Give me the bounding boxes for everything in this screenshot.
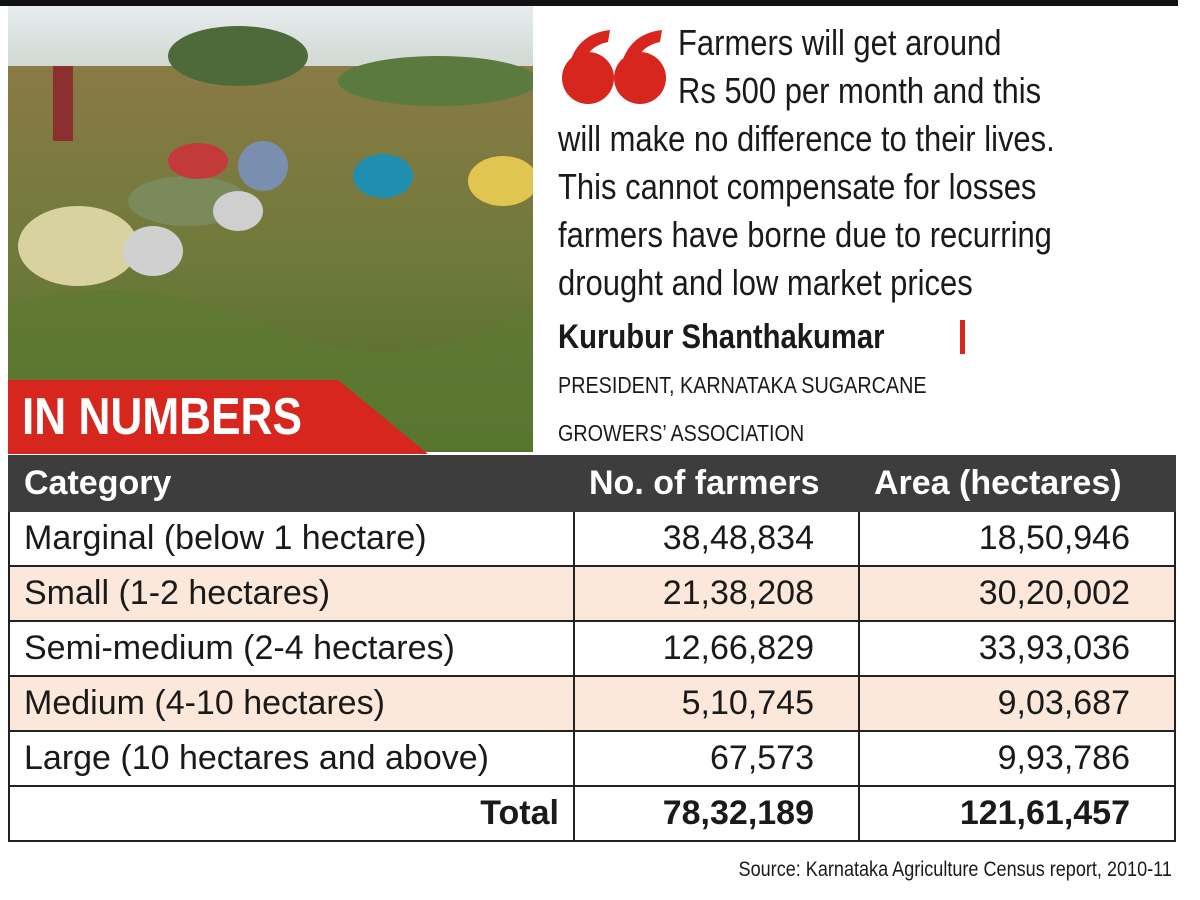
role: PRESIDENT, KARNATAKA SUGARCANE	[558, 372, 927, 398]
data-table: Category No. of farmers Area (hectares) Mar…	[8, 455, 1176, 842]
table-row: Marginal (below 1 hectare) 38,48,834 18,50…	[8, 510, 1176, 567]
table-row: Total 78,32,189 121,61,457	[8, 785, 1176, 842]
quote-line: Rs 500 per month and this	[678, 70, 1042, 111]
table-cell: 21,38,208	[573, 565, 860, 622]
table-row: Category No. of farmers Area (hectares)	[8, 455, 1176, 512]
table-cell: Category	[8, 455, 575, 512]
table-cell: 9,93,786	[858, 730, 1176, 787]
table-row: Small (1-2 hectares) 21,38,208 30,20,002	[8, 565, 1176, 622]
table-cell: 121,61,457	[858, 785, 1176, 842]
table-cell: 9,03,687	[858, 675, 1176, 732]
table-cell: 5,10,745	[573, 675, 860, 732]
table-cell: 12,66,829	[573, 620, 860, 677]
table-row: Medium (4-10 hectares) 5,10,745 9,03,687	[8, 675, 1176, 732]
table-cell: Large (10 hectares and above)	[8, 730, 575, 787]
quote-line: will make no difference to their lives.	[558, 118, 1055, 159]
table-cell: 38,48,834	[573, 510, 860, 567]
table-cell: 18,50,946	[858, 510, 1176, 567]
banner: IN NUMBERS	[22, 388, 302, 446]
table-cell: Semi-medium (2-4 hectares)	[8, 620, 575, 677]
separator	[960, 320, 965, 354]
author: Kurubur Shanthakumar	[558, 318, 885, 356]
table-row: Semi-medium (2-4 hectares) 12,66,829 33,93…	[8, 620, 1176, 677]
role: GROWERS’ ASSOCIATION	[558, 420, 805, 446]
table-cell: 30,20,002	[858, 565, 1176, 622]
table-cell: 78,32,189	[573, 785, 860, 842]
quote-mark	[562, 30, 666, 104]
table-cell: Total	[8, 785, 575, 842]
table-cell: 33,93,036	[858, 620, 1176, 677]
table-cell: 67,573	[573, 730, 860, 787]
top-rule	[0, 0, 1178, 6]
table-cell: Medium (4-10 hectares)	[8, 675, 575, 732]
table-cell: Marginal (below 1 hectare)	[8, 510, 575, 567]
banner-bg	[8, 380, 428, 454]
quote-line: farmers have borne due to recurring	[558, 214, 1052, 255]
quote-line: drought and low market prices	[558, 262, 973, 303]
quote-line: This cannot compensate for losses	[558, 166, 1037, 207]
table-row: Large (10 hectares and above) 67,573 9,93,…	[8, 730, 1176, 787]
table-cell: Small (1-2 hectares)	[8, 565, 575, 622]
table-cell: No. of farmers	[573, 455, 860, 512]
quote-line: Farmers will get around	[678, 22, 1002, 63]
source: Source: Karnataka Agriculture Census rep…	[738, 858, 1172, 881]
table-cell: Area (hectares)	[858, 455, 1176, 512]
